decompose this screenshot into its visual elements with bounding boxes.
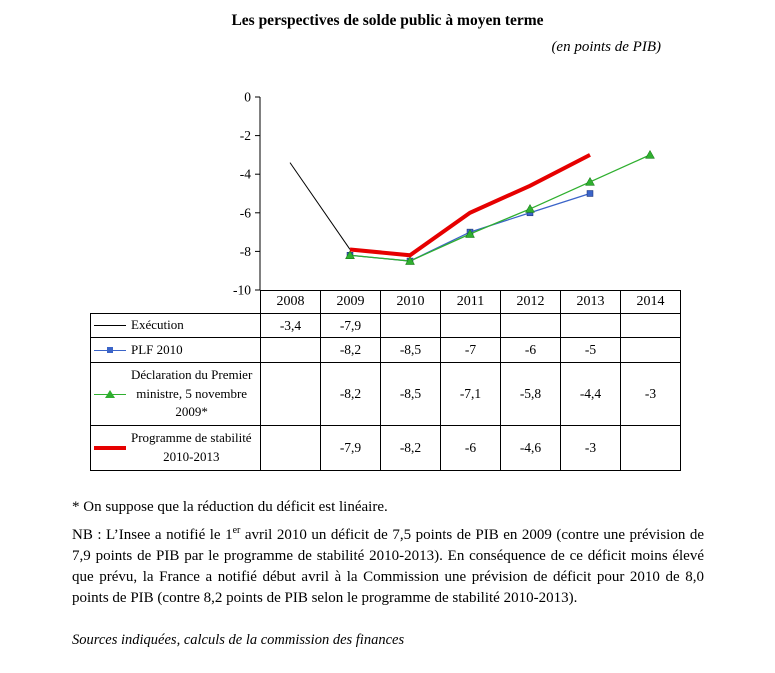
legend-entry: PLF 2010 (94, 341, 257, 360)
table-cell: -6 (500, 337, 561, 363)
triangle-marker-icon (405, 256, 415, 265)
legend-cell-programme-stabilite: Programme de stabilité 2010-2013 (90, 425, 261, 471)
series-label: Exécution (131, 317, 184, 333)
legend-entry: Programme de stabilité 2010-2013 (94, 429, 257, 467)
table-cell (260, 337, 321, 363)
table-cell: -3 (620, 362, 681, 426)
nb-text-part-2: avril 2010 un déficit de 7,5 points de P… (72, 527, 705, 606)
table-cell (560, 313, 621, 338)
legend-entry: Déclaration du Premier ministre, 5 novem… (94, 366, 257, 423)
data-table: 2008 2009 2010 2011 2012 2013 2014 Exécu… (90, 290, 681, 471)
figure: 0 -2 -4 -6 -8 -10 2008 2009 2010 2011 2012 20… (90, 88, 681, 471)
series-line-3 (349, 153, 591, 258)
table-cell (260, 425, 321, 471)
table-cell (620, 313, 681, 338)
legend-cell-declaration: Déclaration du Premier ministre, 5 novem… (90, 362, 261, 426)
series-label: Déclaration du Premier ministre, 5 novem… (131, 366, 253, 420)
y-tick-label: -6 (240, 205, 251, 220)
square-marker-icon (586, 190, 594, 197)
table-cell: -7 (440, 337, 501, 363)
table-cell: -8,2 (320, 362, 381, 426)
table-cell: -7,9 (320, 313, 381, 338)
nb-text-part-1: NB : L’Insee a notifié le 1 (72, 527, 233, 543)
series-label: PLF 2010 (131, 341, 183, 357)
table-cell (260, 362, 321, 426)
square-marker-icon (107, 347, 113, 353)
table-cell (500, 313, 561, 338)
triangle-marker-icon (465, 229, 475, 238)
triangle-marker-icon (585, 176, 595, 186)
year-header: 2011 (440, 290, 501, 314)
y-tick-label: -8 (240, 244, 251, 259)
table-cell: -5,8 (500, 362, 561, 426)
triangle-marker-icon (645, 149, 655, 159)
year-header: 2013 (560, 290, 621, 314)
table-row-execution: Exécution -3,4 -7,9 (90, 313, 681, 338)
table-cell (620, 425, 681, 471)
triangle-marker-icon (105, 389, 115, 398)
table-cell: -8,5 (380, 337, 441, 363)
nb-note: NB : L’Insee a notifié le 1er avril 2010… (72, 525, 704, 609)
year-header: 2009 (320, 290, 381, 314)
y-tick-label: 0 (244, 90, 251, 105)
series-line-0 (289, 162, 351, 250)
series-line-2 (349, 154, 651, 262)
table-cell: -3,4 (260, 313, 321, 338)
nb-superscript: er (232, 525, 241, 536)
sources-note: Sources indiquées, calculs de la commiss… (72, 632, 405, 648)
series-label: Programme de stabilité 2010-2013 (131, 430, 252, 464)
table-cell: -4,6 (500, 425, 561, 471)
table-row-programme-stabilite: Programme de stabilité 2010-2013 -7,9 -8… (90, 425, 681, 471)
table-cell (380, 313, 441, 338)
year-header: 2008 (260, 290, 321, 314)
linearity-footnote: * On suppose que la réduction du déficit… (72, 499, 388, 515)
table-cell: -6 (440, 425, 501, 471)
y-tick-label: -2 (240, 128, 251, 143)
legend-entry: Exécution (94, 316, 257, 335)
table-cell: -7,9 (320, 425, 381, 471)
year-header: 2010 (380, 290, 441, 314)
year-header: 2012 (500, 290, 561, 314)
legend-cell-execution: Exécution (90, 313, 261, 338)
line-chart: 0 -2 -4 -6 -8 -10 (233, 90, 655, 298)
triangle-marker-icon (525, 203, 535, 213)
table-cell: -4,4 (560, 362, 621, 426)
table-cell: -5 (560, 337, 621, 363)
legend-cell-plf-2010: PLF 2010 (90, 337, 261, 363)
legend-line-sample-execution (94, 318, 126, 334)
table-header-row: 2008 2009 2010 2011 2012 2013 2014 (91, 290, 681, 314)
table-row-declaration: Déclaration du Premier ministre, 5 novem… (90, 362, 681, 426)
table-cell: -3 (560, 425, 621, 471)
legend-line-sample-programme (94, 440, 126, 456)
triangle-marker-icon (345, 250, 355, 260)
table-cell: -8,2 (320, 337, 381, 363)
series-line-1 (349, 192, 591, 262)
table-cell (620, 337, 681, 363)
year-header: 2014 (620, 290, 681, 314)
y-tick-label: -4 (240, 167, 251, 182)
chart-unit-subtitle: (en points de PIB) (551, 39, 661, 55)
table-row-plf-2010: PLF 2010 -8,2 -8,5 -7 -6 -5 (90, 337, 681, 363)
legend-line-sample-plf-2010 (94, 342, 126, 358)
table-cell: -7,1 (440, 362, 501, 426)
y-tick-label: -10 (233, 283, 251, 298)
table-cell: -8,5 (380, 362, 441, 426)
table-cell (440, 313, 501, 338)
page-title: Les perspectives de solde public à moyen… (231, 12, 544, 29)
table-cell: -8,2 (380, 425, 441, 471)
legend-line-sample-declaration (94, 386, 126, 402)
